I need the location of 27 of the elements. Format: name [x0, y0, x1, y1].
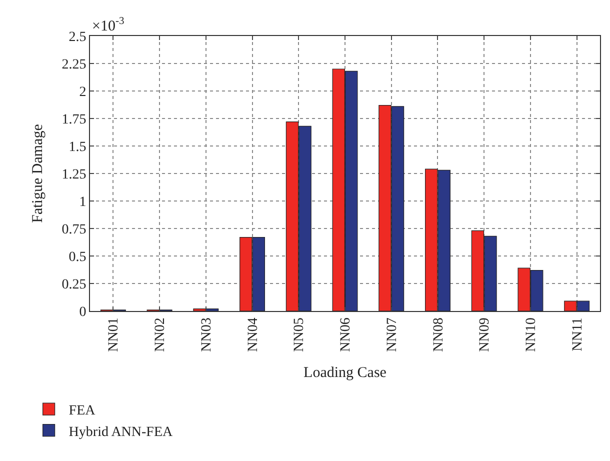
x-tick-label: NN02: [153, 318, 168, 352]
x-tick-label: NN04: [246, 318, 261, 352]
y-tick-label: 0: [79, 304, 86, 320]
x-tick-label: NN07: [384, 318, 400, 352]
legend-label: FEA: [68, 404, 96, 419]
y-tick-label: 2.25: [62, 57, 86, 72]
x-tick-label: NN06: [338, 318, 354, 352]
y-tick-label: 0.25: [62, 277, 86, 292]
y-tick-label: 2: [79, 84, 86, 100]
y-tick-label: 1: [79, 194, 86, 210]
y-tick-label: 0.5: [68, 250, 86, 265]
x-tick-label: NN11: [570, 318, 586, 352]
x-tick-label: NN01: [106, 318, 122, 352]
x-axis-title: Loading Case: [304, 364, 387, 381]
x-tick-label: NN09: [478, 318, 493, 352]
x-tick-label: NN05: [292, 318, 308, 352]
x-tick-label: NN10: [524, 318, 539, 352]
y-tick-label: 1.75: [62, 112, 86, 128]
text: ×10$^{-3}$: [92, 16, 124, 34]
y-tick-label: 2.5: [68, 30, 86, 45]
y-tick-label: 1.5: [68, 140, 86, 155]
y-tick-label: 0.75: [62, 222, 86, 238]
y-tick-label: 1.25: [62, 167, 86, 182]
legend-label: Hybrid ANN-FEA: [68, 424, 174, 440]
x-tick-label: NN08: [431, 318, 446, 352]
y-axis-title: Fatigue Damage: [30, 124, 46, 223]
x-tick-label: NN03: [199, 318, 214, 352]
